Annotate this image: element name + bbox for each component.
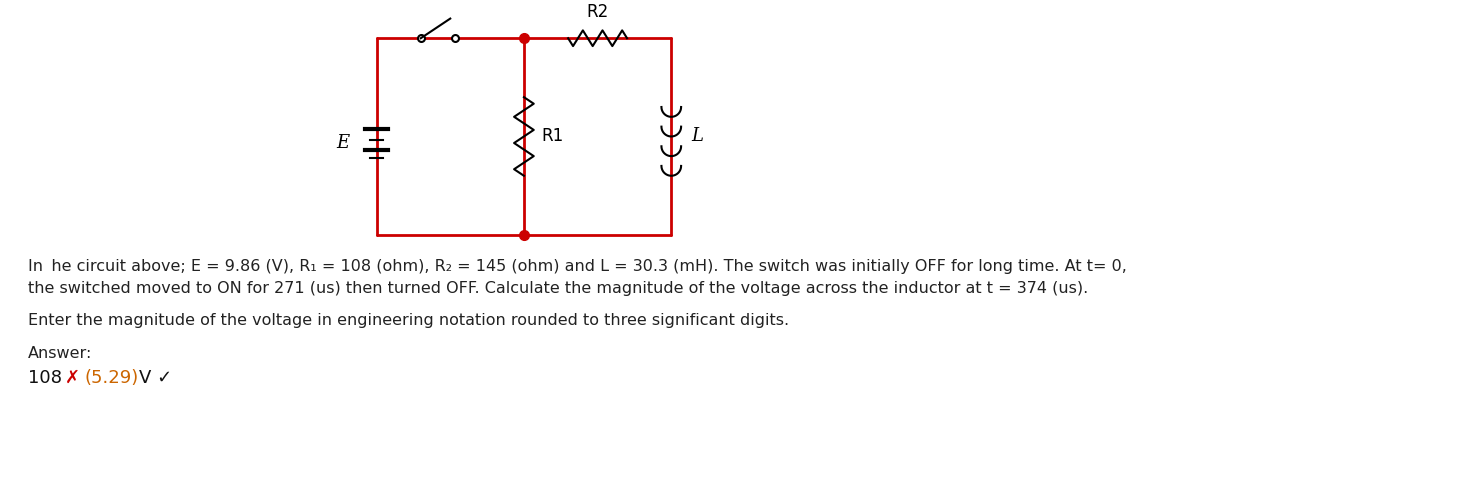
Text: (5.29): (5.29) xyxy=(85,370,139,387)
Text: L: L xyxy=(692,127,703,145)
Text: R1: R1 xyxy=(542,127,564,145)
Text: ✗: ✗ xyxy=(65,370,80,387)
Text: the switched moved to ON for 271 (us) then turned OFF. Calculate the magnitude o: the switched moved to ON for 271 (us) th… xyxy=(28,281,1088,296)
Text: E: E xyxy=(335,134,349,152)
Text: R2: R2 xyxy=(586,2,608,20)
Text: In  he circuit above; E = 9.86 (V), R₁ = 108 (ohm), R₂ = 145 (ohm) and L = 30.3 : In he circuit above; E = 9.86 (V), R₁ = … xyxy=(28,259,1126,274)
Text: 108: 108 xyxy=(28,370,62,387)
Text: V ✓: V ✓ xyxy=(139,370,172,387)
Text: Enter the magnitude of the voltage in engineering notation rounded to three sign: Enter the magnitude of the voltage in en… xyxy=(28,313,789,328)
Text: Answer:: Answer: xyxy=(28,346,92,361)
